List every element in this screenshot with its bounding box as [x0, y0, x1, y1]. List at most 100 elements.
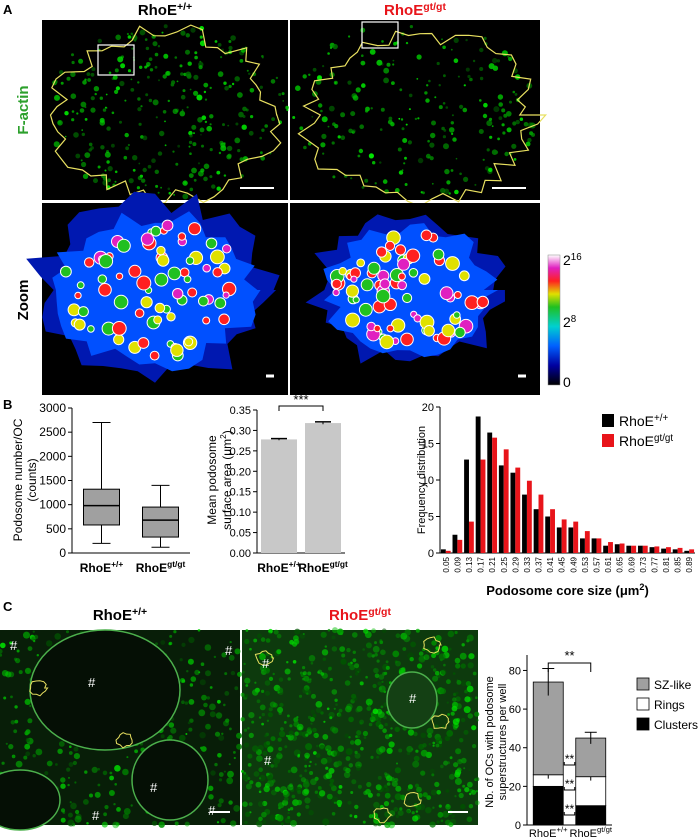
actin-speckle [351, 693, 357, 699]
actin-speckle [326, 707, 330, 711]
actin-speckle [268, 707, 273, 712]
actin-speckle [384, 722, 388, 727]
x-tick-label: 0.73 [639, 556, 648, 572]
actin-spot [172, 108, 178, 115]
actin-speckle [109, 775, 114, 781]
actin-spot [400, 118, 404, 121]
actin-spot [203, 176, 208, 182]
actin-speckle [33, 634, 39, 640]
actin-spot [84, 152, 91, 159]
actin-speckle [448, 822, 454, 828]
colorbar-label-text: 2 [563, 314, 571, 330]
y-tick-label: 40 [509, 743, 521, 755]
actin-speckle [359, 721, 363, 725]
column-title-sup: +/+ [177, 1, 192, 13]
actin-speckle [440, 819, 444, 823]
bar [492, 437, 498, 553]
actin-spot [281, 92, 285, 96]
actin-speckle [262, 750, 268, 756]
actin-spot [177, 144, 181, 148]
actin-speckle [417, 793, 423, 798]
actin-spot [186, 106, 189, 109]
actin-spot [130, 88, 135, 92]
bar [475, 416, 481, 553]
actin-speckle [345, 705, 352, 713]
actin-speckle [366, 706, 372, 711]
podosome [352, 296, 360, 304]
actin-speckle [455, 663, 461, 669]
colorbar-label-sup: 8 [571, 314, 577, 325]
actin-speckle [329, 778, 335, 784]
actin-speckle [440, 764, 444, 769]
cell-outline [297, 30, 548, 208]
actin-spot [154, 65, 158, 69]
actin-spot [442, 45, 446, 50]
y-axis-label: superstructures per well [497, 684, 509, 801]
actin-speckle [223, 703, 226, 707]
significance: *** [293, 392, 308, 407]
actin-spot [271, 117, 275, 121]
actin-speckle [273, 757, 281, 765]
actin-speckle [254, 681, 257, 684]
box [83, 488, 120, 526]
actin-spot [454, 189, 459, 195]
actin-spot [361, 54, 364, 57]
actin-spot [249, 88, 255, 93]
actin-speckle [264, 734, 267, 738]
podosome [379, 334, 395, 350]
actin-speckle [253, 638, 258, 643]
actin-spot [416, 78, 419, 80]
actin-spot [382, 179, 388, 184]
podosome [222, 291, 230, 299]
actin-spot [180, 30, 186, 36]
actin-speckle [354, 814, 358, 819]
actin-spot [483, 102, 488, 108]
actin-speckle [270, 764, 275, 768]
bar [596, 538, 602, 553]
actin-speckle [423, 654, 430, 661]
actin-speckle [428, 743, 431, 746]
actin-speckle [309, 716, 315, 722]
actin-speckle [374, 641, 377, 645]
bar [661, 548, 667, 553]
actin-spot [502, 131, 506, 135]
actin-speckle [248, 802, 253, 806]
actin-speckle [333, 750, 340, 757]
actin-speckle [466, 685, 474, 693]
actin-speckle [203, 702, 208, 708]
actin-speckle [258, 716, 262, 719]
y-tick-label: 10 [422, 475, 434, 487]
actin-speckle [372, 708, 379, 715]
x-tick-label-text: RhoE [529, 828, 557, 840]
actin-speckle [186, 670, 189, 673]
actin-speckle [304, 769, 308, 773]
actin-spot [398, 117, 401, 120]
actin-speckle [345, 748, 353, 756]
actin-speckle [340, 658, 347, 665]
actin-spot [250, 115, 254, 119]
x-tick-label-text: RhoE [257, 561, 288, 575]
actin-speckle [385, 660, 389, 664]
actin-spot [442, 135, 446, 139]
actin-speckle [273, 763, 278, 768]
y-tick-label: 2000 [39, 449, 66, 463]
actin-speckle [228, 763, 231, 766]
actin-spot [91, 67, 96, 72]
actin-speckle [431, 640, 437, 646]
actin-speckle [362, 648, 366, 651]
actin-spot [350, 177, 353, 180]
actin-spot [203, 163, 210, 170]
actin-speckle [392, 650, 400, 658]
podosome [360, 278, 374, 292]
actin-speckle [452, 718, 460, 725]
actin-speckle [270, 736, 276, 742]
x-tick-label: 0.61 [604, 556, 613, 572]
actin-speckle [5, 742, 8, 745]
actin-spot [204, 120, 208, 124]
actin-speckle [459, 652, 467, 660]
outline [431, 713, 451, 729]
podosome [84, 257, 95, 268]
actin-spot [176, 80, 179, 83]
actin-speckle [339, 646, 346, 652]
x-tick-label: 0.33 [523, 556, 532, 572]
